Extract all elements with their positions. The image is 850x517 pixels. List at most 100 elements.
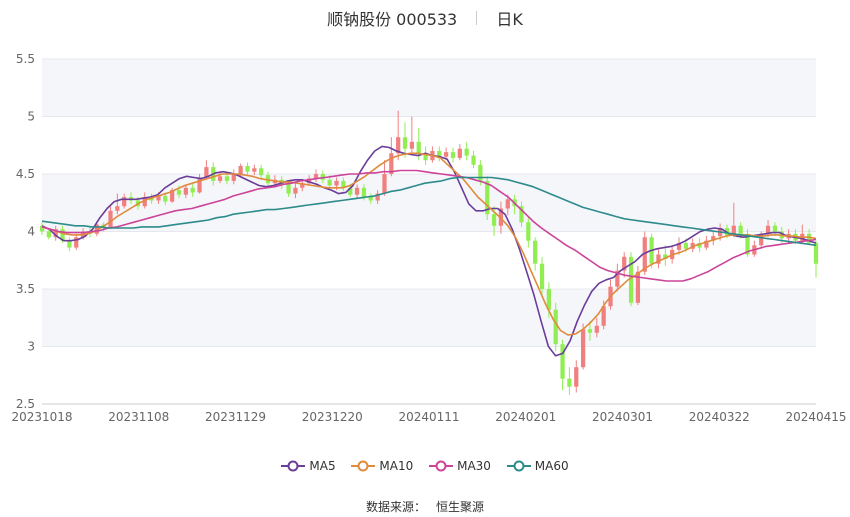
candle-body xyxy=(163,195,168,202)
legend-ma10[interactable]: MA10 xyxy=(351,459,413,473)
candle-body xyxy=(293,187,298,194)
candle-body xyxy=(231,174,236,181)
x-tick-label: 20240111 xyxy=(398,410,459,424)
candle-body xyxy=(341,180,346,188)
candle-body xyxy=(348,187,353,195)
x-tick-label: 20240201 xyxy=(495,410,556,424)
candle-body xyxy=(478,164,483,181)
y-tick-label: 5.5 xyxy=(16,52,35,66)
source-provider: 恒生聚源 xyxy=(436,500,485,514)
legend-ma30[interactable]: MA30 xyxy=(429,459,491,473)
candle-body xyxy=(765,225,771,234)
candle-body xyxy=(94,224,99,234)
y-tick-label: 4.5 xyxy=(16,167,35,181)
y-axis: 2.5 3 3.5 4 4.5 5 5.5 xyxy=(16,52,35,411)
candle-body xyxy=(437,151,442,157)
legend-ma10-label: MA10 xyxy=(379,458,414,473)
candle-body xyxy=(704,240,709,248)
y-tick-label: 3 xyxy=(27,340,35,354)
candle-body xyxy=(546,289,551,310)
x-tick-label: 20240415 xyxy=(785,410,846,424)
candle-body xyxy=(259,168,264,176)
candle-body xyxy=(683,243,688,249)
candle-body xyxy=(505,199,510,209)
candle-body xyxy=(39,225,45,232)
stock-title: 顺钠股份 000533 xyxy=(327,10,458,29)
candle-body xyxy=(622,256,627,271)
x-tick-label: 20231108 xyxy=(108,410,169,424)
candle-body xyxy=(46,231,51,238)
candle-body xyxy=(176,190,182,195)
ma30-line xyxy=(41,169,817,282)
candle-body xyxy=(142,197,147,207)
ma5-legend-icon xyxy=(281,460,306,472)
candle-body xyxy=(772,225,778,232)
candle-body xyxy=(67,240,72,248)
ma60-legend-icon xyxy=(506,460,531,472)
candle-body xyxy=(491,214,497,226)
x-tick-label: 20240301 xyxy=(592,410,653,424)
legend-ma60[interactable]: MA60 xyxy=(506,458,569,473)
candle-body xyxy=(738,225,743,234)
candle-body xyxy=(197,177,202,193)
candle-body xyxy=(533,240,538,264)
x-tick-label: 20240322 xyxy=(689,410,750,424)
candle-body xyxy=(697,243,702,248)
candle-body xyxy=(122,197,127,207)
candle-body xyxy=(74,237,79,248)
candle-body xyxy=(676,243,682,250)
candle-body xyxy=(663,254,668,260)
candle-body xyxy=(567,378,572,387)
x-tick-label: 20231018 xyxy=(11,410,72,424)
candle-body xyxy=(53,229,58,238)
candle-body xyxy=(382,174,387,194)
candles xyxy=(39,110,819,395)
candle-body xyxy=(108,210,113,229)
candle-body xyxy=(402,137,408,149)
candle-body xyxy=(813,243,819,264)
candle-body xyxy=(553,309,558,345)
candle-body xyxy=(601,306,606,326)
x-tick-label: 20231129 xyxy=(205,410,266,424)
y-tick-label: 4 xyxy=(27,225,35,239)
candle-body xyxy=(334,180,339,186)
candlestick-chart[interactable]: 2.5 3 3.5 4 4.5 5 5.5 20231018 20231108 20231129… xyxy=(0,0,850,450)
candle-body xyxy=(745,233,750,255)
legend-ma5[interactable]: MA5 xyxy=(281,459,336,473)
plot-background xyxy=(42,59,816,347)
period-label[interactable]: 日K xyxy=(496,10,523,29)
candle-body xyxy=(587,329,593,333)
candle-body xyxy=(580,329,586,368)
candle-body xyxy=(635,271,641,303)
candle-body xyxy=(471,155,476,165)
legend-ma30-label: MA30 xyxy=(457,458,491,473)
candle-body xyxy=(807,233,812,243)
candle-body xyxy=(731,225,736,235)
ma10-line xyxy=(41,152,817,336)
legend-ma60-label: MA60 xyxy=(534,458,569,473)
plot-band xyxy=(42,289,816,347)
candle-body xyxy=(224,176,230,181)
candle-body xyxy=(615,270,620,287)
candle-body xyxy=(574,367,579,387)
moving-average-lines xyxy=(41,145,817,357)
data-source: 数据来源： 恒生聚源 xyxy=(0,498,850,515)
candle-body xyxy=(711,236,716,241)
candle-body xyxy=(307,178,312,184)
candle-body xyxy=(396,137,401,154)
chart-header: 顺钠股份 000533 日K xyxy=(0,6,850,29)
candle-body xyxy=(560,344,565,379)
ma30-legend-icon xyxy=(429,460,454,472)
header-separator xyxy=(476,11,478,25)
candle-body xyxy=(594,325,599,333)
source-label: 数据来源： xyxy=(365,500,426,514)
candle-body xyxy=(628,256,634,303)
candle-body xyxy=(416,141,421,154)
x-tick-label: 20231220 xyxy=(302,410,363,424)
candle-body xyxy=(217,176,223,181)
candle-body xyxy=(327,179,332,186)
candle-body xyxy=(368,197,373,201)
y-tick-label: 5 xyxy=(27,110,35,124)
candle-body xyxy=(115,206,120,211)
x-axis: 20231018 20231108 20231129 20231220 20240111… xyxy=(11,403,847,424)
